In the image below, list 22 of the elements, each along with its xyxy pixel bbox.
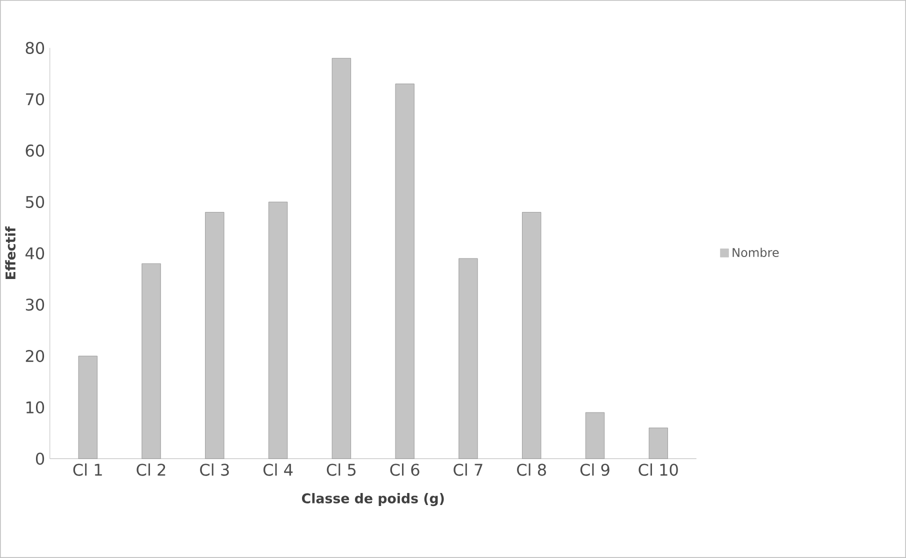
y-tick-label: 80 [26, 42, 44, 54]
x-tick-label: Cl 6 [390, 463, 420, 476]
x-tick-label: Cl 1 [73, 463, 102, 476]
x-tick-label: Cl 3 [200, 463, 229, 476]
y-tick-label: 0 [36, 452, 44, 465]
y-tick-label: 20 [26, 350, 44, 362]
legend-label: Nombre [732, 248, 779, 258]
x-tick-label: Cl 2 [136, 463, 166, 476]
y-tick-label: 40 [25, 247, 44, 260]
y-tick-label: 70 [26, 93, 44, 106]
y-tick-label: 30 [26, 298, 44, 311]
x-tick-label: Cl 10 [638, 463, 678, 476]
x-tick-label: Cl 9 [580, 463, 610, 476]
x-tick-label: Cl 7 [454, 463, 482, 476]
y-axis-title: Effectif [5, 226, 16, 279]
y-tick-label: 50 [26, 196, 44, 208]
x-tick-label: Cl 8 [517, 463, 546, 476]
y-tick-label: 60 [26, 144, 44, 157]
x-axis-title: Classe de poids (g) [302, 493, 444, 506]
y-tick-label: 10 [26, 401, 44, 414]
x-tick-label: Cl 4 [263, 463, 293, 476]
x-tick-label: Cl 5 [326, 463, 356, 476]
